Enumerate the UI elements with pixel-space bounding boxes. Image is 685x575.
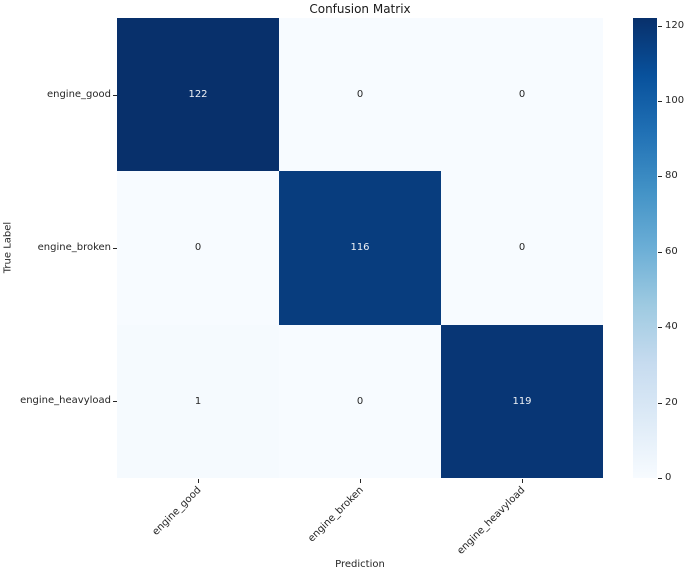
heatmap-cell: 119 xyxy=(441,324,603,478)
x-axis-label: Prediction xyxy=(335,559,385,570)
colorbar-tick-mark xyxy=(658,478,662,479)
colorbar-tick-mark xyxy=(658,402,662,404)
x-tick-mark xyxy=(522,479,523,483)
colorbar-tick-mark xyxy=(658,100,662,102)
cell-value: 119 xyxy=(512,395,532,407)
heatmap-cell: 0 xyxy=(279,18,441,172)
x-tick-mark xyxy=(198,479,199,483)
x-tick-label: engine_heavyload xyxy=(455,484,528,557)
colorbar-tick-label: 100 xyxy=(665,94,685,106)
colorbar-tick-label: 60 xyxy=(665,245,678,257)
x-tick-mark xyxy=(360,479,361,483)
colorbar-tick-label: 40 xyxy=(665,321,678,333)
y-tick-mark xyxy=(113,94,117,96)
colorbar-tick-label: 20 xyxy=(665,396,678,408)
colorbar-tick-label: 120 xyxy=(665,19,685,31)
colorbar-tick-mark xyxy=(658,176,662,178)
heatmap-cell: 116 xyxy=(279,171,441,325)
heatmap-cell: 122 xyxy=(117,18,279,172)
cell-value: 116 xyxy=(350,242,370,254)
cell-value: 0 xyxy=(356,395,364,407)
x-tick-label: engine_good xyxy=(150,484,204,538)
heatmap-cell: 0 xyxy=(441,171,603,325)
heatmap-grid: 122 0 0 0 116 0 1 0 119 xyxy=(117,18,603,478)
cell-value: 0 xyxy=(194,242,202,254)
y-tick-label: engine_heavyload xyxy=(20,395,111,407)
colorbar-tick-mark xyxy=(658,251,662,253)
colorbar-gradient xyxy=(633,18,657,478)
heatmap-cell: 0 xyxy=(441,18,603,172)
heatmap-cell: 0 xyxy=(279,324,441,478)
cell-value: 1 xyxy=(194,395,202,407)
y-tick-mark xyxy=(113,248,117,249)
cell-value: 122 xyxy=(188,89,208,101)
y-tick-label: engine_broken xyxy=(37,242,111,253)
colorbar-tick-mark xyxy=(658,327,662,329)
colorbar-tick-label: 80 xyxy=(665,170,678,182)
y-tick-mark xyxy=(113,401,117,403)
y-axis-label: True Label xyxy=(2,221,14,274)
heatmap-cell: 0 xyxy=(117,171,279,325)
cell-value: 0 xyxy=(356,89,364,101)
cell-value: 0 xyxy=(518,242,526,254)
x-tick-label: engine_broken xyxy=(305,484,366,545)
colorbar-tick-label: 0 xyxy=(665,472,672,483)
colorbar-tick-mark xyxy=(658,25,662,27)
y-tick-label: engine_good xyxy=(46,88,111,100)
cell-value: 0 xyxy=(518,89,526,101)
chart-title: Confusion Matrix xyxy=(309,2,411,16)
heatmap-cell: 1 xyxy=(117,324,279,478)
